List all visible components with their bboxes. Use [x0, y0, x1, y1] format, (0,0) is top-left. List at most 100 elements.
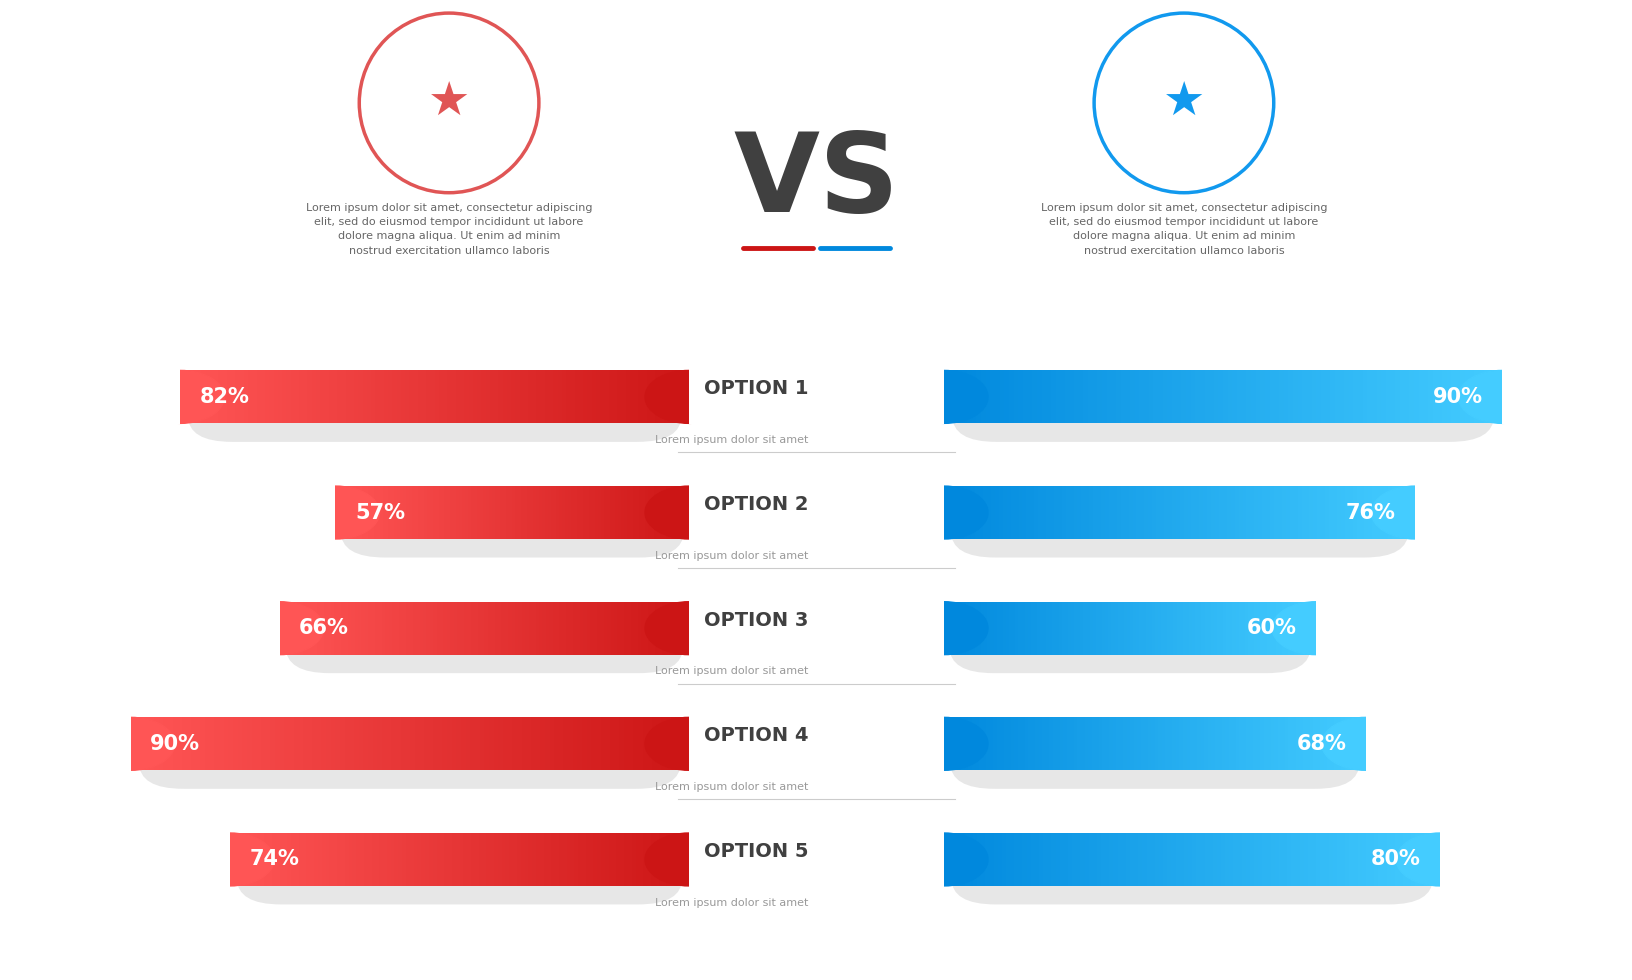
Bar [354, 370, 359, 423]
Bar [999, 602, 1004, 655]
Bar [1134, 833, 1139, 886]
Bar [1410, 486, 1415, 539]
Bar [1175, 486, 1180, 539]
Bar [335, 486, 339, 539]
Bar [532, 370, 537, 423]
Bar [951, 486, 956, 539]
Bar [968, 717, 973, 770]
Bar [1337, 486, 1342, 539]
Bar [674, 486, 677, 539]
Bar [1353, 370, 1358, 423]
Bar [1306, 602, 1310, 655]
Bar [1325, 370, 1330, 423]
Bar [163, 717, 168, 770]
Bar [1226, 602, 1229, 655]
Bar [1214, 486, 1219, 539]
Bar [1284, 602, 1288, 655]
Bar [1191, 833, 1196, 886]
Bar [576, 602, 581, 655]
Bar [1087, 370, 1093, 423]
Bar [565, 486, 568, 539]
Circle shape [1457, 370, 1546, 423]
Bar [1058, 486, 1062, 539]
Bar [498, 717, 504, 770]
Bar [1089, 486, 1093, 539]
Bar [1046, 486, 1049, 539]
Bar [1040, 602, 1043, 655]
Bar [168, 717, 173, 770]
Bar [981, 602, 984, 655]
Bar [965, 717, 969, 770]
Bar [1387, 486, 1392, 539]
Bar [1262, 486, 1266, 539]
Bar [1469, 370, 1474, 423]
Bar [511, 602, 516, 655]
Bar [1038, 833, 1043, 886]
Bar [1167, 370, 1172, 423]
Bar [971, 602, 974, 655]
Bar [943, 833, 948, 886]
Bar [1345, 833, 1350, 886]
Bar [379, 370, 385, 423]
Bar [253, 833, 258, 886]
Bar [1162, 717, 1165, 770]
Bar [367, 370, 372, 423]
Bar [1121, 833, 1126, 886]
Bar [214, 717, 220, 770]
Bar [620, 833, 625, 886]
Bar [240, 370, 245, 423]
Bar [1390, 370, 1395, 423]
Bar [405, 717, 411, 770]
Bar [209, 717, 215, 770]
Bar [1359, 486, 1364, 539]
Bar [1291, 717, 1296, 770]
Bar [357, 602, 362, 655]
Bar [1288, 370, 1293, 423]
Bar [245, 833, 250, 886]
Bar [354, 717, 359, 770]
Bar [235, 370, 240, 423]
Bar [1294, 833, 1299, 886]
Bar [452, 717, 457, 770]
Text: ★: ★ [1162, 80, 1204, 125]
Bar [651, 370, 656, 423]
Bar [1426, 833, 1431, 886]
Bar [211, 370, 215, 423]
Bar [617, 370, 622, 423]
Bar [517, 486, 522, 539]
Bar [219, 370, 224, 423]
Bar [968, 833, 973, 886]
Bar [1098, 717, 1102, 770]
Bar [1229, 602, 1232, 655]
Bar [1186, 486, 1191, 539]
Bar [228, 717, 233, 770]
Bar [579, 602, 584, 655]
Bar [431, 370, 436, 423]
Bar [418, 370, 423, 423]
Bar [1386, 370, 1390, 423]
Bar [1092, 602, 1097, 655]
Bar [1074, 717, 1077, 770]
Bar [1408, 370, 1413, 423]
Bar [1195, 486, 1200, 539]
Bar [1337, 833, 1342, 886]
Bar [1002, 486, 1007, 539]
Bar [290, 833, 295, 886]
Bar [1178, 717, 1183, 770]
Bar [439, 370, 444, 423]
Bar [398, 602, 403, 655]
Bar [1051, 602, 1056, 655]
Bar [1479, 370, 1483, 423]
Bar [312, 717, 317, 770]
Bar [499, 486, 504, 539]
Bar [1294, 717, 1299, 770]
Bar [947, 717, 951, 770]
Bar [261, 370, 266, 423]
Bar [635, 602, 638, 655]
Bar [989, 717, 994, 770]
Bar [627, 486, 630, 539]
Bar [325, 833, 330, 886]
Bar [1146, 833, 1151, 886]
Bar [1013, 370, 1018, 423]
Bar [1028, 717, 1031, 770]
